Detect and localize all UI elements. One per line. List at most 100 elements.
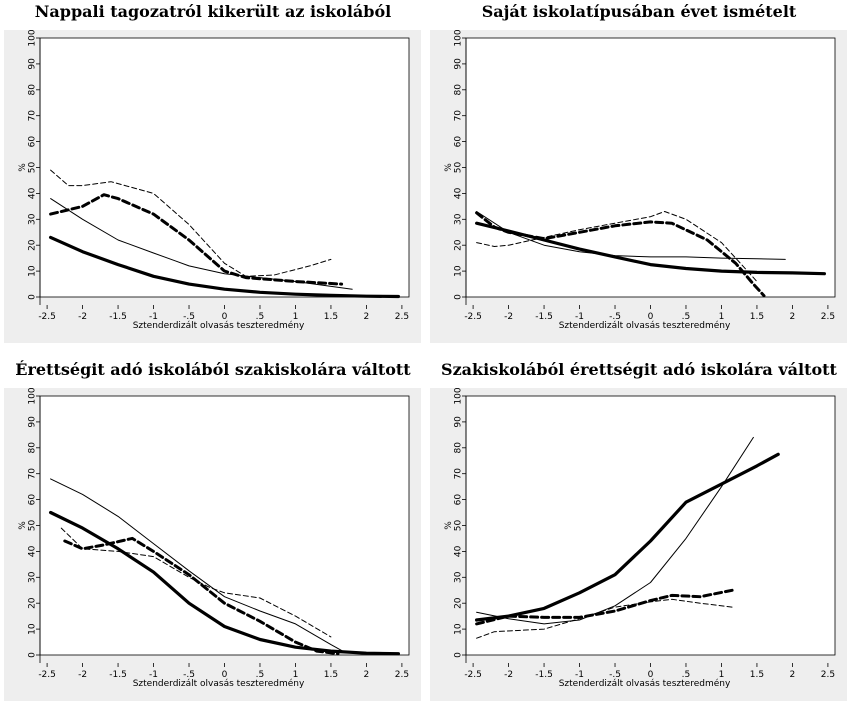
x-tick-label: 2.5 bbox=[395, 312, 409, 322]
x-tick-label: .5 bbox=[682, 312, 691, 322]
chart-title: Saját iskolatípusában évet ismételt bbox=[481, 2, 797, 21]
y-axis-title: % bbox=[444, 163, 454, 172]
x-tick-label: -1.5 bbox=[535, 312, 553, 322]
chart-title: Szakiskolából érettségit adó iskolára vá… bbox=[441, 360, 837, 379]
y-axis-title: % bbox=[444, 521, 454, 530]
y-tick-label: 20 bbox=[454, 239, 464, 251]
plot-area bbox=[39, 37, 410, 298]
line-chart: 0 10 20 30 40 50 60 70 80 90 100 -2.5 -2 -1.5 -1 -.5 0 .5… bbox=[444, 387, 836, 689]
x-tick-label: -.5 bbox=[609, 670, 621, 680]
x-tick-label: -.5 bbox=[183, 670, 195, 680]
x-tick-label: 1.5 bbox=[750, 670, 764, 680]
y-tick-label: 30 bbox=[454, 571, 464, 583]
chart-panel-4: Szakiskolából érettségit adó iskolára vá… bbox=[426, 358, 852, 716]
x-tick-label: 1.5 bbox=[324, 312, 338, 322]
x-tick-label: -1 bbox=[575, 312, 584, 322]
x-tick-label: 0 bbox=[648, 312, 654, 322]
x-tick-label: -1.5 bbox=[109, 670, 127, 680]
x-tick-label: 0 bbox=[222, 312, 228, 322]
y-tick-label: 0 bbox=[454, 294, 464, 300]
y-tick-label: 50 bbox=[454, 162, 464, 174]
series-line-thick-dashed bbox=[475, 211, 766, 298]
chart-title: Érettségit adó iskolából szakiskolára vá… bbox=[15, 360, 411, 379]
x-tick-label: 2.5 bbox=[821, 670, 835, 680]
line-chart: 0 10 20 30 40 50 60 70 80 90 100 -2.5 -2 -1.5 -1 -.5 0 .5… bbox=[18, 387, 410, 689]
line-chart: 0 10 20 30 40 50 60 70 80 90 100 -2.5 -2 -1.5 -1 -.5 0 .5… bbox=[444, 29, 836, 331]
y-tick-label: 100 bbox=[454, 29, 464, 46]
y-tick-label: 70 bbox=[454, 110, 464, 122]
x-tick-label: -1 bbox=[149, 312, 158, 322]
y-tick-label: 20 bbox=[28, 597, 38, 609]
y-tick-label: 70 bbox=[454, 468, 464, 480]
x-tick-label: 1.5 bbox=[750, 312, 764, 322]
x-tick-label: 2 bbox=[364, 312, 370, 322]
series-line-thin-solid bbox=[50, 198, 353, 290]
x-tick-label: 1.5 bbox=[324, 670, 338, 680]
y-tick-label: 70 bbox=[28, 468, 38, 480]
y-tick-label: 40 bbox=[454, 545, 464, 557]
x-tick-label: 1 bbox=[719, 312, 725, 322]
x-tick-label: -2.5 bbox=[38, 312, 56, 322]
y-tick-label: 80 bbox=[28, 442, 38, 454]
series-line-thick-solid bbox=[475, 452, 780, 622]
y-tick-label: 30 bbox=[28, 571, 38, 583]
chart-panel-3: Érettségit adó iskolából szakiskolára vá… bbox=[0, 358, 426, 716]
x-tick-label: .5 bbox=[256, 670, 265, 680]
y-tick-label: 10 bbox=[28, 265, 38, 277]
y-tick-label: 70 bbox=[28, 110, 38, 122]
series-line-thick-dashed bbox=[475, 588, 734, 626]
y-axis-title: % bbox=[18, 521, 28, 530]
y-tick-label: 10 bbox=[454, 623, 464, 635]
plot-area bbox=[465, 37, 836, 298]
y-tick-label: 60 bbox=[28, 136, 38, 148]
y-tick-label: 50 bbox=[28, 520, 38, 532]
x-tick-label: -2 bbox=[504, 670, 513, 680]
x-tick-label: -2 bbox=[78, 312, 87, 322]
x-axis-title: Sztenderdizált olvasás teszteredmény bbox=[133, 320, 305, 331]
x-tick-label: -2.5 bbox=[38, 670, 56, 680]
y-tick-label: 40 bbox=[28, 187, 38, 199]
x-axis-title: Sztenderdizált olvasás teszteredmény bbox=[133, 678, 305, 689]
x-tick-label: -.5 bbox=[183, 312, 195, 322]
x-axis-title: Sztenderdizált olvasás teszteredmény bbox=[559, 320, 731, 331]
y-tick-label: 80 bbox=[28, 84, 38, 96]
y-tick-label: 30 bbox=[28, 213, 38, 225]
y-tick-label: 10 bbox=[28, 623, 38, 635]
y-tick-label: 100 bbox=[28, 387, 38, 404]
series-line-thin-solid bbox=[476, 211, 786, 260]
y-tick-label: 90 bbox=[454, 416, 464, 428]
y-tick-label: 90 bbox=[454, 58, 464, 70]
chart-title: Nappali tagozatról kikerült az iskolából bbox=[34, 2, 392, 21]
y-tick-label: 60 bbox=[454, 494, 464, 506]
x-tick-label: -2 bbox=[504, 312, 513, 322]
chart-panel-1: Nappali tagozatról kikerült az iskolából… bbox=[0, 0, 426, 358]
y-tick-label: 90 bbox=[28, 58, 38, 70]
x-tick-label: 2 bbox=[790, 670, 796, 680]
series-line-thin-dashed bbox=[50, 169, 332, 277]
x-tick-label: -2.5 bbox=[464, 312, 482, 322]
x-tick-label: 2 bbox=[364, 670, 370, 680]
y-tick-label: 10 bbox=[454, 265, 464, 277]
y-tick-label: 20 bbox=[28, 239, 38, 251]
y-tick-label: 50 bbox=[28, 162, 38, 174]
x-tick-label: 1 bbox=[719, 670, 725, 680]
x-tick-label: -1.5 bbox=[109, 312, 127, 322]
y-tick-label: 0 bbox=[28, 652, 38, 658]
y-tick-label: 0 bbox=[454, 652, 464, 658]
y-tick-label: 50 bbox=[454, 520, 464, 532]
chart-panel-2: Saját iskolatípusában évet ismételt 0 10 2… bbox=[426, 0, 852, 358]
x-tick-label: -1.5 bbox=[535, 670, 553, 680]
x-tick-label: -1 bbox=[575, 670, 584, 680]
y-tick-label: 90 bbox=[28, 416, 38, 428]
x-tick-label: -2.5 bbox=[464, 670, 482, 680]
x-tick-label: 1 bbox=[293, 670, 299, 680]
y-tick-label: 100 bbox=[454, 387, 464, 404]
x-tick-label: 0 bbox=[648, 670, 654, 680]
series-line-thin-dashed bbox=[60, 527, 332, 638]
x-tick-label: -.5 bbox=[609, 312, 621, 322]
x-tick-label: .5 bbox=[256, 312, 265, 322]
y-tick-label: 60 bbox=[28, 494, 38, 506]
x-tick-label: .5 bbox=[682, 670, 691, 680]
series-line-thin-dashed bbox=[476, 598, 733, 639]
y-axis-title: % bbox=[18, 163, 28, 172]
